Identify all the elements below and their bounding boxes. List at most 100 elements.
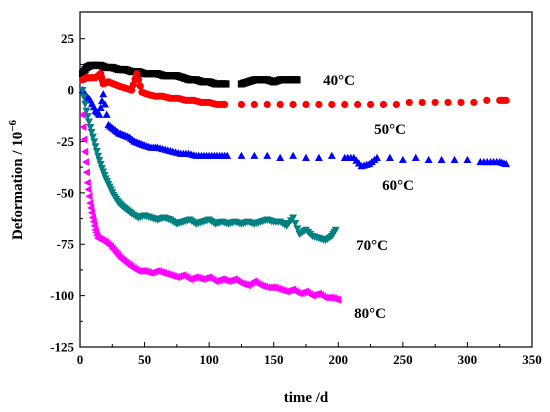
- data-point: [223, 151, 232, 159]
- data-point-fill: [95, 156, 104, 165]
- data-point: [334, 295, 342, 304]
- data-point-fill: [79, 93, 88, 102]
- x-tick-label: 300: [458, 352, 478, 367]
- series-4: [78, 110, 342, 304]
- data-point-fill: [87, 208, 96, 217]
- data-point: [315, 100, 323, 109]
- data-point: [444, 98, 452, 107]
- data-point: [250, 100, 258, 109]
- x-tick-label: 200: [329, 352, 349, 367]
- data-point: [411, 153, 420, 161]
- x-axis-title: time /d: [284, 390, 329, 406]
- y-axis-title-main: Deformation / 10: [10, 132, 26, 240]
- data-point: [385, 153, 394, 161]
- data-point: [431, 98, 439, 107]
- data-point: [90, 138, 99, 146]
- data-point-fill: [293, 225, 302, 233]
- data-point-fill: [83, 113, 92, 121]
- y-tick-label: -50: [57, 185, 74, 200]
- series-label: 80°C: [354, 306, 386, 322]
- series-label: 40°C: [323, 73, 355, 89]
- data-point-fill: [81, 158, 90, 166]
- series-layer: [78, 61, 511, 304]
- y-tick-label: -100: [50, 288, 74, 303]
- data-point-fill: [102, 110, 111, 118]
- data-point: [463, 155, 472, 164]
- data-point: [418, 98, 426, 107]
- data-point-fill: [129, 81, 137, 89]
- data-point: [398, 155, 407, 164]
- data-point-fill: [91, 143, 100, 151]
- data-point: [276, 153, 285, 161]
- data-point: [289, 214, 298, 222]
- data-point: [82, 107, 91, 115]
- data-point: [366, 100, 375, 109]
- data-point-fill: [96, 161, 105, 169]
- data-point: [86, 199, 94, 208]
- data-point: [424, 155, 433, 164]
- x-tick-label: 250: [393, 352, 413, 367]
- y-tick-label: 25: [61, 31, 75, 46]
- data-point: [78, 87, 87, 95]
- data-point-fill: [291, 219, 300, 228]
- data-point: [263, 151, 272, 159]
- x-tick-label: 50: [138, 352, 151, 367]
- data-point: [95, 110, 104, 118]
- data-point-fill: [88, 133, 97, 141]
- data-point: [379, 100, 388, 109]
- data-point: [331, 226, 340, 234]
- data-point-fill: [84, 185, 92, 194]
- data-point: [276, 100, 284, 109]
- series-1: [78, 70, 510, 109]
- data-point: [289, 151, 298, 159]
- data-point: [457, 98, 465, 107]
- data-point: [502, 96, 510, 104]
- y-tick-label: -25: [57, 134, 75, 149]
- data-point: [128, 86, 136, 94]
- series-labels: 40°C 50°C 60°C 70°C 80°C: [323, 73, 414, 322]
- data-point: [237, 151, 246, 159]
- series-3: [78, 87, 340, 245]
- data-point: [437, 155, 446, 164]
- data-point: [94, 152, 103, 161]
- data-point-fill: [92, 148, 101, 156]
- data-point: [78, 110, 86, 119]
- data-point: [341, 100, 349, 109]
- data-point-fill: [87, 128, 96, 137]
- data-point-fill: [87, 203, 95, 212]
- series-label: 70°C: [356, 238, 388, 254]
- data-point-fill: [134, 76, 143, 84]
- data-point: [392, 100, 400, 109]
- data-point: [405, 98, 413, 107]
- data-point: [327, 151, 336, 159]
- data-point-fill: [101, 100, 109, 108]
- y-tick-label: 0: [68, 83, 75, 98]
- data-point: [237, 100, 246, 109]
- data-point: [250, 151, 259, 159]
- data-point: [373, 153, 381, 161]
- data-point: [289, 100, 297, 109]
- x-tick-label: 150: [264, 352, 284, 367]
- y-tick-label: -125: [50, 340, 74, 355]
- data-point-fill: [80, 135, 88, 144]
- y-tick-label: -75: [57, 237, 75, 252]
- x-tick-label: 350: [522, 352, 542, 367]
- series-2: [78, 85, 511, 170]
- data-point: [222, 80, 230, 88]
- x-tick-label: 100: [199, 352, 219, 367]
- data-point: [221, 100, 229, 109]
- data-point: [450, 155, 459, 164]
- data-point-fill: [85, 192, 93, 201]
- data-point: [302, 100, 310, 109]
- data-point-fill: [82, 168, 90, 177]
- y-axis-title: Deformation / 10−6: [7, 119, 26, 240]
- y-axis-title-exponent: −6: [7, 119, 19, 131]
- data-point: [293, 76, 301, 84]
- data-point: [328, 100, 336, 109]
- plot-frame: [79, 11, 533, 348]
- data-point: [83, 178, 91, 187]
- data-point-fill: [79, 123, 87, 132]
- series-label: 60°C: [382, 178, 414, 194]
